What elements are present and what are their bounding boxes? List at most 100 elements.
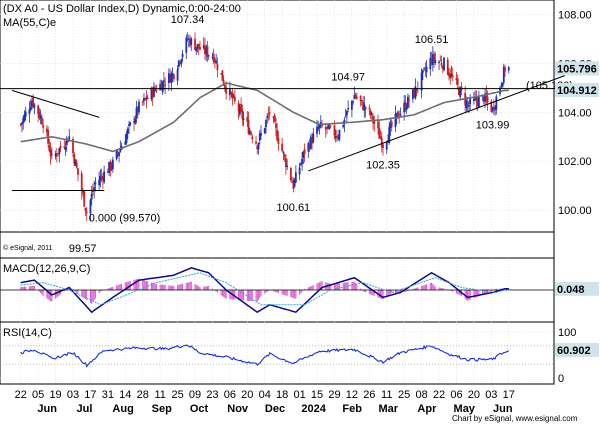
candle-body <box>289 167 292 181</box>
candle-body <box>438 61 440 64</box>
x-tick-month: Dec <box>265 403 285 415</box>
candle-body <box>327 124 330 130</box>
rsi-pane <box>0 321 555 385</box>
candle-body <box>251 136 254 140</box>
candle-body <box>190 38 193 45</box>
candle-body <box>126 128 129 134</box>
x-tick-day: 20 <box>241 389 253 401</box>
candle-body <box>282 151 285 154</box>
x-tick-day: 03 <box>67 389 79 401</box>
candle-body <box>385 141 388 150</box>
candle-body <box>459 87 462 98</box>
candle-body <box>21 122 23 125</box>
candle-body <box>177 60 180 67</box>
candle-body <box>248 130 251 135</box>
candle-body <box>231 92 234 99</box>
candle-body <box>32 98 35 107</box>
candle-body <box>181 53 184 58</box>
candle-body <box>312 133 315 143</box>
x-tick-month: Aug <box>112 403 133 415</box>
candle-body <box>407 96 409 108</box>
candle-body <box>167 73 170 84</box>
candle-body <box>151 89 154 98</box>
x-tick-month: Sep <box>152 403 172 415</box>
candle-body <box>215 60 218 64</box>
candle-body <box>273 115 276 122</box>
price-pane <box>0 0 555 233</box>
candle-body <box>413 88 416 98</box>
candle-body <box>333 125 336 136</box>
x-tick-day: 09 <box>189 389 201 401</box>
candle-body <box>458 87 460 95</box>
candle-body <box>317 128 320 130</box>
candle-body <box>63 146 66 148</box>
x-tick-day: 12 <box>346 389 358 401</box>
price-annotation: 100.61 <box>277 202 311 214</box>
candle-body <box>225 87 228 94</box>
x-tick-month: Jun <box>493 403 513 415</box>
last-price-badge-text: 104.912 <box>557 85 597 97</box>
candle-body <box>110 167 113 169</box>
candle-body <box>176 69 179 81</box>
last-price-badge <box>555 83 599 98</box>
candle-body <box>441 66 444 69</box>
candle-body <box>394 113 397 127</box>
candle-body <box>420 72 423 91</box>
rsi-title: RSI(14,C) <box>3 327 52 339</box>
rsi-badge-text: 60.902 <box>557 345 591 357</box>
candle-body <box>308 144 311 150</box>
candle-body <box>83 191 86 207</box>
candle-body <box>388 127 391 144</box>
candle-body <box>125 133 128 143</box>
candle-body <box>128 124 130 126</box>
candle-body <box>486 96 489 103</box>
candle-body <box>214 59 216 63</box>
candle-body <box>446 59 449 75</box>
candle-body <box>404 101 407 111</box>
candle-body <box>343 119 346 124</box>
candle-body <box>485 93 488 100</box>
x-tick-month: Apr <box>417 403 437 415</box>
candle-body <box>276 129 279 141</box>
candle-body <box>378 128 381 139</box>
candle-body <box>204 45 206 54</box>
x-tick-day: 26 <box>363 389 375 401</box>
candle-body <box>281 143 284 152</box>
candle-body <box>347 108 350 110</box>
candle-body <box>475 97 478 102</box>
candle-body <box>172 74 175 80</box>
candle-body <box>159 83 162 91</box>
candle-body <box>75 162 78 168</box>
candle-body <box>415 88 418 91</box>
x-tick-day: 06 <box>450 389 462 401</box>
candle-body <box>77 168 79 175</box>
candle-body <box>196 44 199 49</box>
annotations: 107.34106.51104.97(105.120)103.99102.351… <box>69 14 573 255</box>
price-annotation: 107.34 <box>171 14 205 26</box>
candle-body <box>260 132 262 136</box>
candle-body <box>67 140 69 143</box>
candle-body <box>100 176 103 177</box>
candle-body <box>298 167 301 175</box>
candle-body <box>28 109 31 115</box>
candle-body <box>268 112 271 114</box>
candle-body <box>456 78 459 86</box>
candle-body <box>186 38 189 40</box>
candle-body <box>207 55 210 57</box>
candle-body <box>283 154 286 157</box>
candle-body <box>346 110 348 116</box>
candle-body <box>434 60 437 63</box>
candle-body <box>443 57 445 71</box>
candle-body <box>115 150 118 160</box>
candle-body <box>38 111 41 118</box>
candle-body <box>23 114 26 121</box>
x-tick-day: 25 <box>171 389 183 401</box>
candle-body <box>150 88 153 100</box>
candle-body <box>93 187 96 191</box>
candle-body <box>246 116 249 122</box>
x-tick-day: 17 <box>503 389 515 401</box>
candle-body <box>101 176 104 181</box>
price-annotation: 0.000 (99.570) <box>89 213 161 225</box>
candle-body <box>328 127 331 129</box>
